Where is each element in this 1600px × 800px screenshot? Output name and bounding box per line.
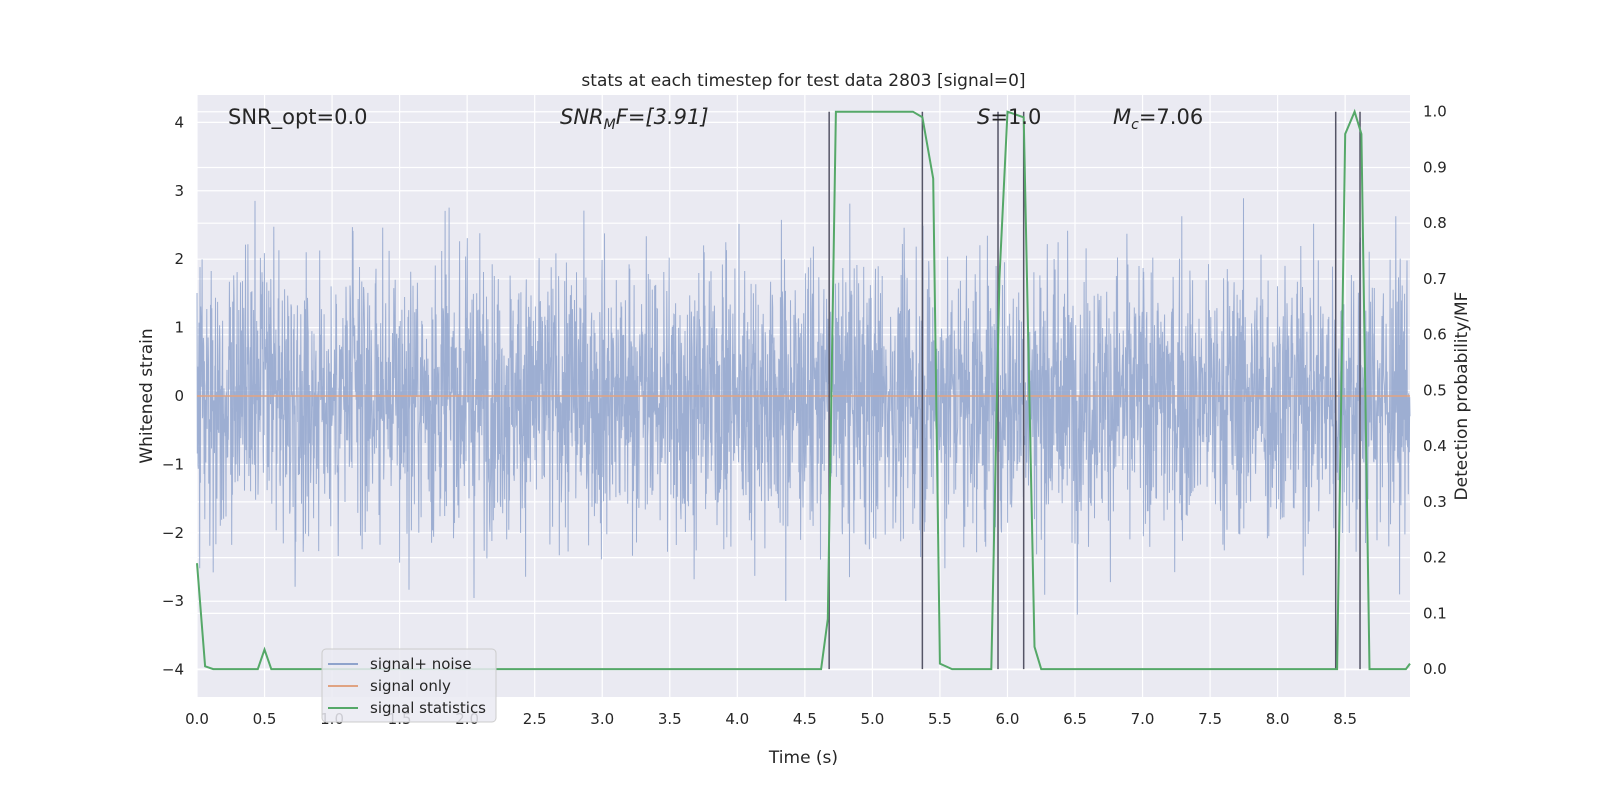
x-tick-16: 8.0 [1266, 710, 1290, 728]
y-tick-4: 0 [174, 387, 184, 405]
y-right-tick-4: 0.4 [1423, 437, 1447, 455]
annotation-snr-mf-main: SNR [560, 105, 604, 129]
annotation-snr-mf-sub: M [604, 117, 616, 133]
legend-entry-signal-only: signal only [370, 677, 451, 695]
annotation-mc-sub: c [1131, 117, 1139, 133]
x-tick-10: 5.0 [860, 710, 884, 728]
x-tick-17: 8.5 [1333, 710, 1357, 728]
legend: signal+ noise signal only signal statist… [321, 648, 497, 723]
y-right-tick-7: 0.7 [1423, 270, 1447, 288]
y-tick-8: 4 [174, 113, 184, 131]
annotation-snr-mf-tail: F=[3.91] [616, 105, 709, 129]
y-right-tick-labels: 0.0 0.1 0.2 0.3 0.4 0.5 0.6 0.7 0.8 0.9 1.0 [1423, 103, 1447, 678]
y-tick-6: 2 [174, 250, 184, 268]
x-tick-13: 6.5 [1063, 710, 1087, 728]
signal-statistics-series [196, 108, 1411, 671]
x-axis-label: Time (s) [768, 748, 838, 768]
vertical-markers [828, 111, 1361, 670]
y-right-tick-0: 0.0 [1423, 660, 1447, 678]
annotation-s-tail: =1.0 [990, 105, 1041, 129]
y-right-tick-8: 0.8 [1423, 214, 1447, 232]
annotation-mc: Mc=7.06 [1113, 105, 1203, 133]
x-tick-1: 0.5 [253, 710, 277, 728]
y-right-tick-6: 0.6 [1423, 326, 1447, 344]
y-tick-1: −3 [162, 592, 184, 610]
signal-statistics-line [196, 108, 1411, 671]
x-tick-7: 3.5 [658, 710, 682, 728]
x-tick-6: 3.0 [590, 710, 614, 728]
annotation-mc-main: M [1113, 105, 1131, 129]
x-tick-5: 2.5 [523, 710, 547, 728]
x-tick-14: 7.0 [1131, 710, 1155, 728]
y-right-tick-3: 0.3 [1423, 493, 1447, 511]
annotation-s: S=1.0 [977, 105, 1041, 129]
signal-noise-series [196, 198, 1411, 615]
annotation-s-main: S [977, 105, 990, 129]
y-tick-0: −4 [162, 661, 184, 679]
y-tick-5: 1 [174, 319, 184, 337]
y-tick-3: −1 [162, 455, 184, 473]
y-right-tick-9: 0.9 [1423, 158, 1447, 176]
annotation-mc-tail: =7.06 [1139, 105, 1203, 129]
y-right-axis-label: Detection probability/MF [1452, 292, 1472, 501]
y-right-tick-10: 1.0 [1423, 103, 1447, 121]
legend-box [321, 648, 497, 723]
x-tick-12: 6.0 [996, 710, 1020, 728]
y-tick-2: −2 [162, 524, 184, 542]
y-tick-7: 3 [174, 182, 184, 200]
x-tick-8: 4.0 [725, 710, 749, 728]
y-right-tick-1: 0.1 [1423, 604, 1447, 622]
x-tick-0: 0.0 [185, 710, 209, 728]
signal-noise-line [196, 198, 1411, 615]
y-right-tick-5: 0.5 [1423, 381, 1447, 399]
chart-title: stats at each timestep for test data 280… [581, 71, 1025, 91]
y-axis-label: Whitened strain [137, 328, 157, 463]
y-tick-labels: −4 −3 −2 −1 0 1 2 3 4 [162, 113, 184, 678]
x-tick-15: 7.5 [1198, 710, 1222, 728]
x-tick-11: 5.5 [928, 710, 952, 728]
x-tick-labels: 0.00.51.01.52.02.53.03.54.04.55.05.56.06… [185, 710, 1357, 728]
legend-entry-signal-noise: signal+ noise [370, 655, 472, 673]
annotation-snr-mf: SNRMF=[3.91] [560, 105, 709, 133]
annotation-snr-opt: SNR_opt=0.0 [228, 105, 368, 130]
x-tick-9: 4.5 [793, 710, 817, 728]
legend-entry-signal-statistics: signal statistics [370, 699, 486, 717]
y-right-tick-2: 0.2 [1423, 549, 1447, 567]
